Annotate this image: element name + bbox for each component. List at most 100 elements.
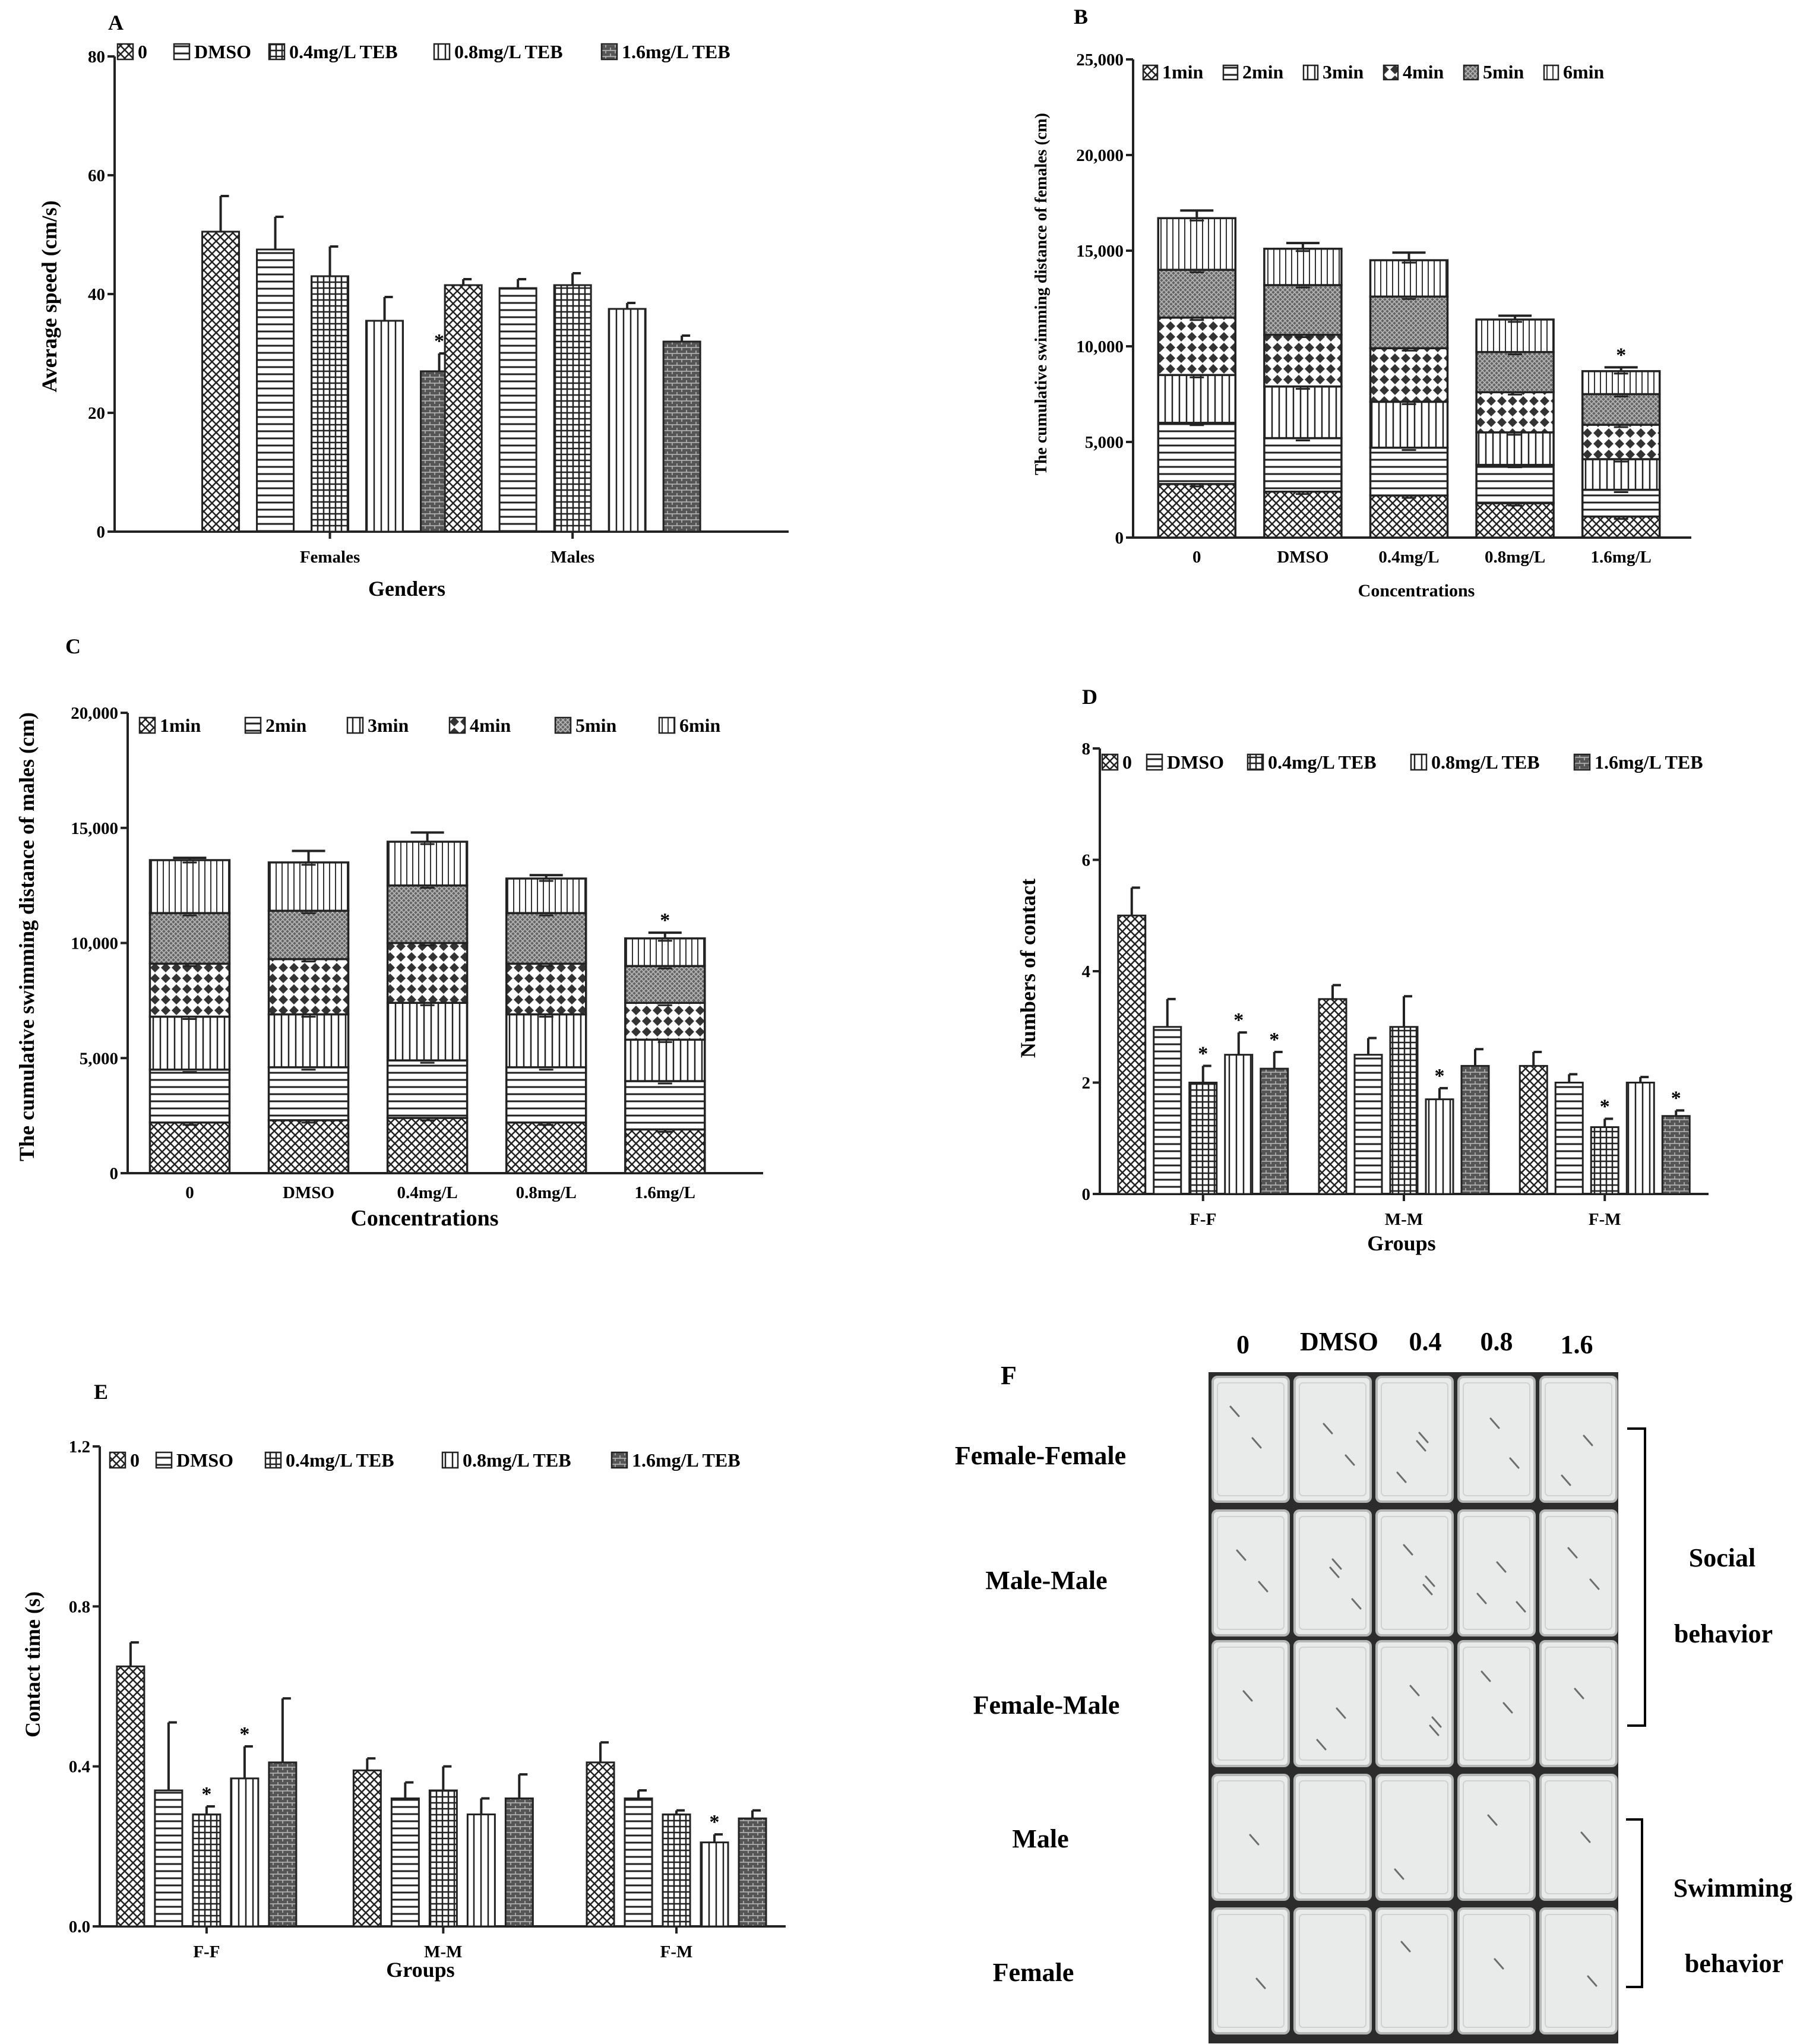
chart-legend: 0 DMSO 0.4mg/L TEB 0.8mg/L TEB 1.6mg/L TEB [109, 1449, 741, 1471]
tank-inner-wall [1463, 1382, 1530, 1496]
bar [1554, 1082, 1584, 1195]
legend-swatch [610, 1451, 628, 1469]
tank-inner-wall [1299, 1516, 1366, 1630]
fish-mark [1416, 1440, 1426, 1452]
tank-inner-wall [1545, 1780, 1612, 1894]
legend-swatch [1383, 64, 1399, 81]
social-behavior-bracket: Social behavior [1627, 1427, 1773, 1727]
social-label: Social [1689, 1543, 1755, 1572]
panel-c-y-title: The cumulative swimming distance of male… [15, 712, 39, 1161]
panel-a-chart: A Average speed (cm/s) Genders 0 20 40 60 80… [37, 11, 789, 601]
photo-col-label: DMSO [1300, 1327, 1378, 1356]
bar-segment [505, 1121, 587, 1174]
tank-cell [1375, 1376, 1454, 1503]
bar-segment [1263, 490, 1343, 539]
fish-mark [1258, 1581, 1268, 1593]
fish-mark [1574, 1688, 1584, 1699]
y-tick-label: 5,000 [1085, 433, 1124, 452]
bar-segment [624, 965, 706, 1004]
bar-segment [267, 958, 350, 1016]
legend-label: 0.8mg/L TEB [463, 1449, 571, 1471]
bar-segment [1369, 494, 1449, 539]
legend-swatch [554, 716, 572, 734]
y-tick-label: 20,000 [71, 704, 118, 723]
tank-cell [1211, 1640, 1290, 1767]
y-tick-label: 0.0 [69, 1917, 90, 1936]
fish-mark [1403, 1544, 1413, 1556]
y-tick-label: 25,000 [1076, 50, 1124, 69]
tank-cell [1457, 1509, 1536, 1637]
significance-star: * [660, 909, 670, 931]
legend-label: DMSO [194, 41, 251, 62]
bar-segment [505, 912, 587, 965]
tank-cell [1375, 1774, 1454, 1901]
bar-segment [1263, 333, 1343, 388]
tank-cell [1539, 1376, 1618, 1503]
bar [1460, 1064, 1490, 1195]
significance-star: * [1671, 1087, 1681, 1109]
bar-segment [267, 861, 350, 912]
tank-inner-wall [1381, 1647, 1448, 1761]
bar-segment [1475, 318, 1555, 353]
panel-d-x-title: Groups [1367, 1231, 1435, 1255]
bar-segment [1475, 431, 1555, 466]
legend-label: 1.6mg/L TEB [622, 41, 730, 62]
chart-legend: 0 DMSO 0.4mg/L TEB 0.8mg/L TEB 1.6mg/L TEB [116, 41, 730, 62]
y-tick-label: 20 [88, 404, 105, 423]
panel-b-label: B [1074, 5, 1088, 29]
fish-mark [1431, 1716, 1442, 1728]
bar [700, 1841, 729, 1928]
x-tick-label: 0.8mg/L [516, 1183, 577, 1202]
bar-segment [1475, 502, 1555, 539]
panel-e-chart: E Contact time (s) Groups 0.0 0.4 0.8 1.2 F-… [21, 1380, 786, 1982]
significance-star: * [1600, 1095, 1610, 1117]
bar-segment [505, 1066, 587, 1124]
significance-star: * [1233, 1009, 1244, 1031]
y-tick-label: 0 [97, 523, 106, 542]
legend-swatch [138, 716, 156, 734]
swimming-behavior-bracket: Swimming behavior [1626, 1818, 1792, 1988]
bar [1353, 1054, 1383, 1195]
x-tick-label: 1.6mg/L [1591, 548, 1652, 567]
bar-segment [1581, 424, 1661, 460]
bar-segment [1263, 437, 1343, 493]
legend-swatch [264, 1451, 282, 1469]
bar [1260, 1067, 1289, 1195]
legend-label: 3min [1323, 61, 1364, 83]
tank-inner-wall [1381, 1382, 1448, 1496]
panel-a-label: A [108, 11, 124, 34]
legend-swatch [1573, 753, 1591, 771]
bar-segment [624, 1002, 706, 1041]
bar [390, 1797, 420, 1928]
bar [365, 320, 404, 533]
bar-segment [505, 1013, 587, 1069]
fish-mark [1336, 1707, 1346, 1719]
bar [1224, 1054, 1254, 1195]
tank-cell [1457, 1774, 1536, 1901]
bar-segment [148, 962, 231, 1018]
y-tick-label: 8 [1082, 740, 1091, 759]
legend-swatch [433, 43, 451, 61]
fish-mark [1422, 1584, 1433, 1596]
photo-row-label: Male [1012, 1824, 1068, 1853]
photo-col-label: 0.4 [1409, 1327, 1442, 1356]
fish-mark [1323, 1423, 1333, 1435]
significance-star: * [201, 1783, 211, 1805]
tank-inner-wall [1463, 1516, 1530, 1630]
legend-label: 0 [138, 41, 147, 62]
x-tick-label: F-M [660, 1942, 693, 1961]
legend-label: 1min [1162, 61, 1204, 83]
bar-segment [1581, 488, 1661, 518]
legend-swatch [441, 1451, 459, 1469]
tank-cell [1539, 1509, 1618, 1637]
tank-cell [1539, 1774, 1618, 1901]
panel-d-label: D [1082, 685, 1097, 709]
fish-mark [1400, 1941, 1411, 1953]
tank-inner-wall [1381, 1914, 1448, 2028]
fish-mark [1561, 1474, 1571, 1486]
x-tick-label: F-F [193, 1942, 220, 1961]
bar-segment [1263, 248, 1343, 286]
tank-cell [1457, 1907, 1536, 2034]
legend-swatch [658, 716, 676, 734]
bar-segment [505, 962, 587, 1016]
